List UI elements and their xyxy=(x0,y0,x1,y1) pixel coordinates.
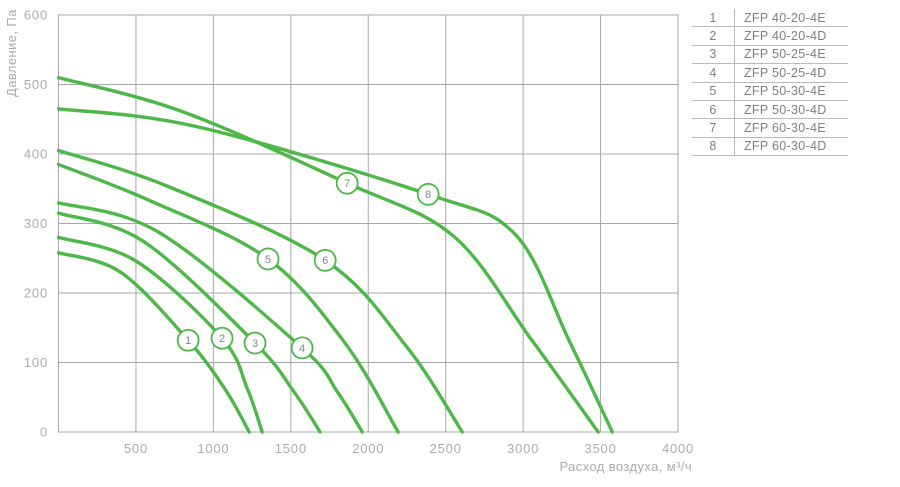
curve-7 xyxy=(57,75,600,434)
marker-number: 6 xyxy=(322,255,328,267)
legend-row-number: 6 xyxy=(692,100,735,119)
curve-marker-1: 1 xyxy=(176,328,200,352)
marker-circle xyxy=(256,247,280,271)
marker-circle xyxy=(290,336,314,360)
legend-row-model: ZFP 50-30-4E xyxy=(744,84,826,99)
legend-row-number: 2 xyxy=(692,27,735,45)
curve-8 xyxy=(57,107,614,434)
x-tick-label: 500 xyxy=(124,441,148,456)
legend-row-model: ZFP 60-30-4D xyxy=(744,139,827,154)
legend-row-number: 3 xyxy=(692,45,735,64)
legend-row: 6 ZFP 50-30-4D xyxy=(692,100,848,120)
legend-row: 4 ZFP 50-25-4D xyxy=(692,64,848,83)
curve-marker-4: 4 xyxy=(290,336,314,360)
legend-row-model: ZFP 60-30-4E xyxy=(744,121,826,136)
curve-marker-6: 6 xyxy=(313,248,337,272)
x-axis-title: Расход воздуха, м³/ч xyxy=(559,459,692,474)
legend-row-model: ZFP 50-25-4D xyxy=(744,65,827,80)
y-tick-label: 200 xyxy=(24,286,48,301)
legend-table: 1 ZFP 40-20-4E 2 ZFP 40-20-4D 3 ZFP 50-25-4E 4… xyxy=(692,9,848,157)
legend-row: 8 ZFP 60-30-4D xyxy=(692,137,848,157)
marker-number: 4 xyxy=(299,343,305,355)
marker-circle xyxy=(313,248,337,272)
marker-circle xyxy=(176,328,200,352)
legend-row-number: 1 xyxy=(692,9,735,27)
fan-curves xyxy=(57,75,614,434)
curve-marker-3: 3 xyxy=(243,331,267,355)
x-tick-label: 1500 xyxy=(275,441,307,456)
legend-row-number: 4 xyxy=(692,64,735,82)
curve-marker-5: 5 xyxy=(256,247,280,271)
marker-circle xyxy=(416,182,440,206)
curve-marker-8: 8 xyxy=(416,182,440,206)
y-tick-label: 500 xyxy=(24,77,48,92)
marker-number: 2 xyxy=(219,333,225,345)
y-axis-title: Давление, Па xyxy=(4,9,19,97)
x-tick-label: 3000 xyxy=(507,441,539,456)
curve-3 xyxy=(57,211,322,434)
x-tick-label: 3500 xyxy=(585,441,617,456)
legend-row-model: ZFP 50-30-4D xyxy=(744,102,827,117)
marker-circle xyxy=(243,331,267,355)
x-tick-label: 1000 xyxy=(197,441,229,456)
curve-6 xyxy=(57,148,464,434)
marker-number: 7 xyxy=(344,178,350,190)
marker-circle xyxy=(335,171,359,195)
x-tick-label: 4000 xyxy=(662,441,694,456)
x-tick-label: 2500 xyxy=(430,441,462,456)
curve-marker-7: 7 xyxy=(335,171,359,195)
marker-circle xyxy=(210,326,234,350)
marker-number: 1 xyxy=(185,335,191,347)
y-tick-label: 400 xyxy=(24,147,48,162)
legend-row: 2 ZFP 40-20-4D xyxy=(692,27,848,46)
curve-2 xyxy=(57,235,264,434)
legend-row-model: ZFP 50-25-4E xyxy=(744,47,826,62)
marker-number: 5 xyxy=(265,254,271,266)
legend-row: 5 ZFP 50-30-4E xyxy=(692,82,848,101)
y-tick-label: 300 xyxy=(24,216,48,231)
curve-number-markers: 1 2 3 4 5 6 7 8 xyxy=(176,171,440,360)
x-tick-label: 2000 xyxy=(352,441,384,456)
y-tick-label: 100 xyxy=(24,355,48,370)
y-tick-label: 0 xyxy=(40,425,48,440)
marker-number: 3 xyxy=(252,338,258,350)
legend-row: 7 ZFP 60-30-4E xyxy=(692,119,848,138)
legend-row: 1 ZFP 40-20-4E xyxy=(692,9,848,28)
curve-marker-2: 2 xyxy=(210,326,234,350)
legend-row-model: ZFP 40-20-4D xyxy=(744,29,827,44)
grid-lines xyxy=(58,14,679,433)
legend-row-model: ZFP 40-20-4E xyxy=(744,10,826,25)
legend-row: 3 ZFP 50-25-4E xyxy=(692,45,848,65)
performance-chart: 0 100 200 300 400 500 600 500 1000 1500 2000 2500 30… xyxy=(4,8,694,475)
axis-tick-labels: 0 100 200 300 400 500 600 500 1000 1500 2000 2500 30… xyxy=(24,8,694,457)
legend-row-number: 7 xyxy=(692,119,735,137)
legend-row-number: 5 xyxy=(692,82,735,100)
marker-number: 8 xyxy=(425,189,431,201)
y-tick-label: 600 xyxy=(24,8,48,23)
legend-row-number: 8 xyxy=(692,137,735,156)
curve-4 xyxy=(57,201,364,434)
